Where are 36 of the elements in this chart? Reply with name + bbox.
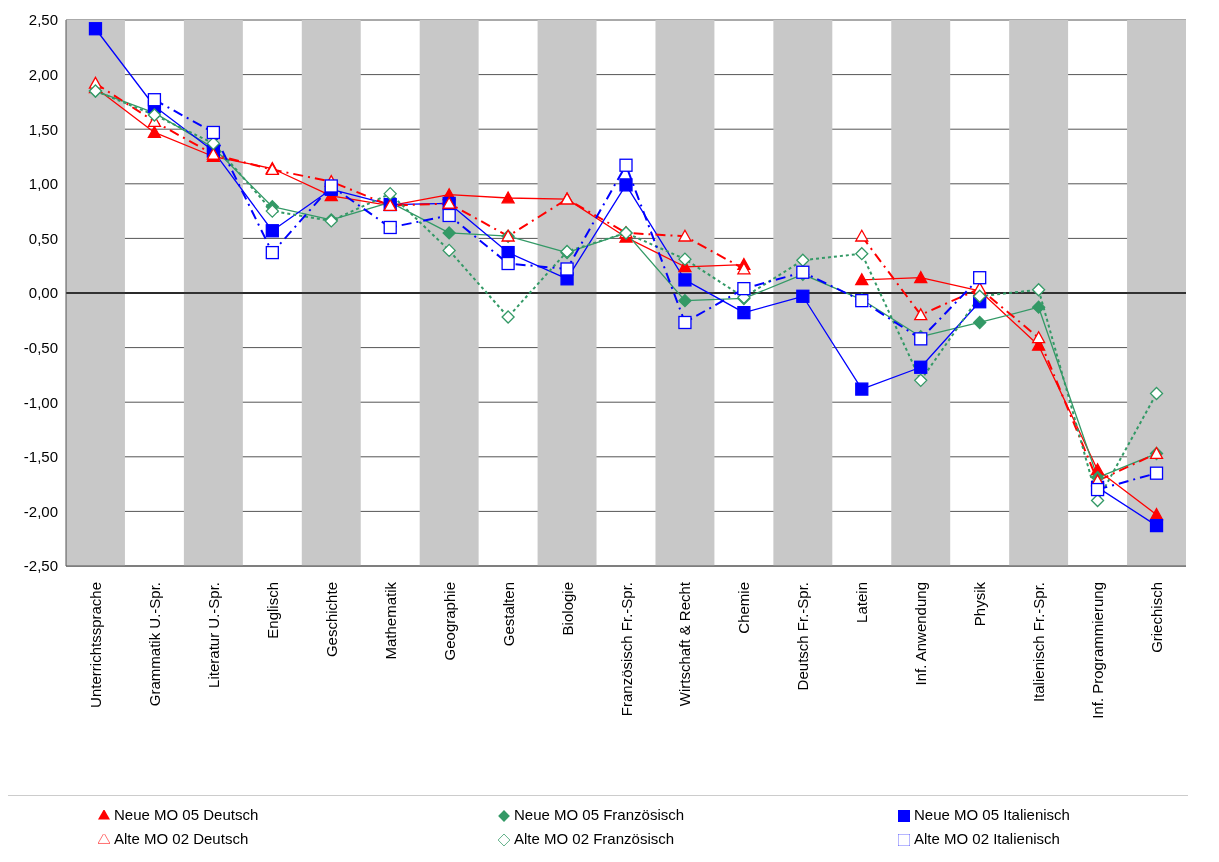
x-tick-label: Biologie bbox=[558, 582, 576, 636]
x-tick-label: Physik bbox=[971, 581, 989, 627]
y-tick-label: 2,00 bbox=[28, 65, 58, 83]
x-tick-label: Englisch bbox=[263, 582, 281, 639]
y-tick-label: -2,00 bbox=[23, 502, 58, 520]
x-tick-label: Französisch Fr.-Spr. bbox=[617, 582, 635, 717]
y-tick-label: 0,00 bbox=[28, 284, 58, 302]
x-tick-label: Wirtschaft & Recht bbox=[676, 581, 694, 707]
x-tick-label: Italienisch Fr.-Spr. bbox=[1030, 582, 1048, 703]
x-tick-label: Latein bbox=[853, 582, 871, 623]
legend-label: Alte MO 02 Italienisch bbox=[914, 830, 1060, 847]
legend-label: Neue MO 05 Französisch bbox=[514, 806, 685, 823]
legend-label: Neue MO 05 Italienisch bbox=[914, 806, 1070, 823]
y-tick-label: 1,00 bbox=[28, 175, 58, 193]
y-tick-label: -0,50 bbox=[23, 338, 58, 356]
legend-label: Alte MO 02 Französisch bbox=[514, 830, 675, 847]
x-tick-label: Inf. Anwendung bbox=[912, 582, 930, 686]
x-tick-label: Grammatik U.-Spr. bbox=[145, 582, 163, 707]
y-tick-label: -2,50 bbox=[23, 557, 58, 575]
x-tick-label: Deutsch Fr.-Spr. bbox=[794, 582, 812, 691]
x-tick-label: Literatur U.-Spr. bbox=[204, 582, 222, 688]
x-tick-label: Mathematik bbox=[381, 581, 399, 660]
x-tick-label: Chemie bbox=[735, 582, 753, 634]
y-tick-label: 1,50 bbox=[28, 120, 58, 138]
y-tick-label: 2,50 bbox=[28, 11, 58, 29]
x-tick-label: Griechisch bbox=[1148, 582, 1166, 653]
y-tick-label: -1,00 bbox=[23, 393, 58, 411]
y-tick-label: 0,50 bbox=[28, 229, 58, 247]
legend-label: Alte MO 02 Deutsch bbox=[114, 830, 249, 847]
x-tick-label: Geschichte bbox=[322, 582, 340, 658]
legend-label: Neue MO 05 Deutsch bbox=[114, 806, 259, 823]
x-tick-label: Geographie bbox=[440, 582, 458, 661]
y-tick-label: -1,50 bbox=[23, 448, 58, 466]
x-tick-label: Inf. Programmierung bbox=[1089, 582, 1107, 719]
x-tick-label: Unterrichtssprache bbox=[86, 582, 104, 708]
x-tick-label: Gestalten bbox=[499, 582, 517, 647]
